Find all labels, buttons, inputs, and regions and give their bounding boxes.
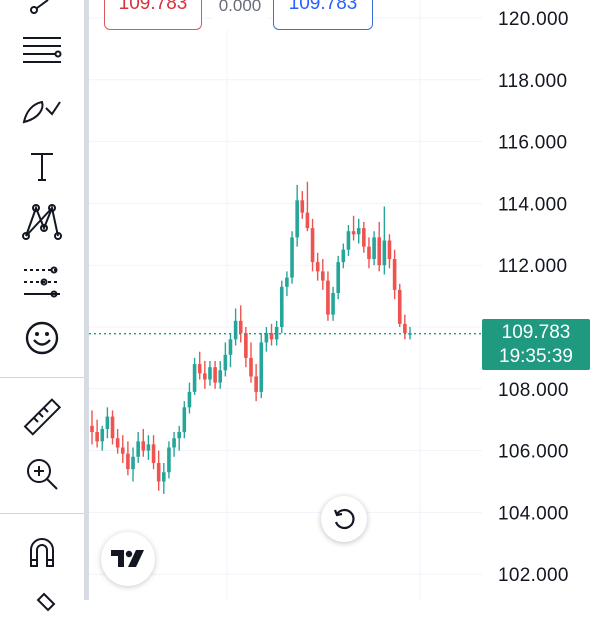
bar-countdown: 19:35:39 — [499, 346, 573, 367]
candle-body — [233, 320, 238, 340]
candle-body — [305, 212, 310, 229]
candle-body — [95, 432, 99, 442]
candle-body — [377, 237, 382, 266]
brush-icon[interactable] — [12, 86, 72, 134]
candle-body — [279, 286, 284, 327]
candle-body — [300, 200, 305, 213]
candle-body — [120, 447, 125, 454]
candle-body — [177, 432, 181, 439]
candle-body — [397, 289, 402, 324]
price-axis-label: 108.000 — [498, 380, 569, 401]
candle-body — [182, 407, 187, 433]
price-axis-label: 118.000 — [498, 71, 567, 92]
candle-body — [90, 425, 94, 433]
candle-body — [274, 327, 279, 340]
candle-body — [249, 357, 253, 377]
candle-body — [387, 240, 392, 260]
candle-body — [403, 323, 407, 334]
candle-body — [213, 367, 217, 383]
crosshair-icon[interactable] — [12, 0, 72, 26]
ask-price-button[interactable]: 109.783 — [273, 0, 373, 30]
ruler-icon[interactable] — [12, 394, 72, 442]
candle-body — [392, 259, 397, 290]
tradingview-logo-icon — [111, 550, 144, 567]
current-price-tag: 109.783 19:35:39 — [482, 319, 590, 370]
candle-body — [356, 228, 361, 235]
candle-body — [187, 391, 192, 408]
candle-body — [146, 444, 151, 451]
candle-body — [115, 438, 120, 448]
spread-text: 0.000 — [218, 0, 262, 15]
candle-body — [285, 277, 289, 287]
price-axis-label: 112.000 — [498, 256, 567, 277]
candle-body — [223, 354, 228, 371]
candle-body — [264, 333, 269, 343]
reset-icon — [333, 508, 355, 530]
price-axis-label: 104.000 — [498, 503, 569, 524]
candle-body — [321, 271, 325, 281]
current-price-value: 109.783 — [501, 322, 571, 343]
candle-body — [326, 280, 330, 315]
magnet-icon[interactable] — [12, 528, 72, 576]
price-axis-label: 114.000 — [498, 194, 567, 215]
candle-body — [290, 237, 294, 278]
candle-body — [131, 456, 135, 470]
candle-body — [346, 231, 351, 250]
toolbar-divider — [0, 513, 84, 514]
candle-body — [244, 333, 248, 358]
drawing-toolbar — [0, 0, 84, 612]
candle-body — [362, 228, 366, 247]
candle-body — [136, 441, 140, 457]
candle-body — [167, 447, 171, 473]
candle-body — [331, 293, 335, 315]
candle-body — [208, 367, 212, 380]
toolbar-divider — [0, 377, 84, 378]
candle-body — [295, 200, 299, 238]
reset-chart-button[interactable] — [321, 496, 367, 542]
candle-body — [228, 339, 233, 355]
candle-body — [110, 416, 115, 439]
candle-body — [382, 240, 387, 266]
prediction-icon[interactable] — [12, 258, 72, 306]
candle-body — [126, 453, 130, 470]
tradingview-logo[interactable] — [101, 532, 155, 586]
pattern-icon[interactable] — [12, 198, 72, 246]
candle-body — [203, 373, 207, 380]
candle-body — [259, 342, 264, 392]
bid-price: 109.783 — [118, 0, 188, 14]
price-chart[interactable]: 120.000 118.000 116.000 114.000 112.000 108.0… — [0, 0, 600, 600]
candle-body — [351, 231, 356, 235]
candle-body — [141, 441, 146, 451]
candle-body — [238, 320, 243, 334]
price-axis-label: 106.000 — [498, 442, 569, 463]
ask-price: 109.783 — [288, 0, 358, 14]
zoom-in-icon[interactable] — [12, 450, 72, 498]
toolbar-separator — [84, 0, 89, 600]
candle-body — [315, 262, 320, 272]
trend-lines-icon[interactable] — [12, 26, 72, 74]
candle-body — [151, 444, 156, 463]
candle-body — [172, 438, 176, 448]
candle-body — [341, 249, 346, 263]
candle-body — [162, 472, 166, 482]
candle-body — [254, 376, 258, 392]
candle-body — [218, 370, 223, 383]
candle-body — [372, 237, 376, 260]
emoji-icon[interactable] — [12, 314, 72, 362]
candle-body — [197, 364, 202, 374]
text-icon[interactable] — [12, 142, 72, 190]
price-axis-label: 116.000 — [498, 133, 567, 154]
price-axis-label: 102.000 — [498, 565, 569, 586]
candle-body — [105, 416, 110, 429]
candle-body — [310, 228, 315, 263]
price-axis-label: 120.000 — [498, 9, 569, 30]
spread-value: 0.000 — [212, 0, 268, 30]
candle-body — [336, 262, 340, 294]
candle-body — [100, 428, 105, 442]
candle-body — [269, 333, 274, 340]
candle-body — [192, 364, 197, 392]
bid-price-button[interactable]: 109.783 — [104, 0, 202, 30]
candle-body — [156, 462, 161, 482]
candle-body — [367, 246, 371, 260]
